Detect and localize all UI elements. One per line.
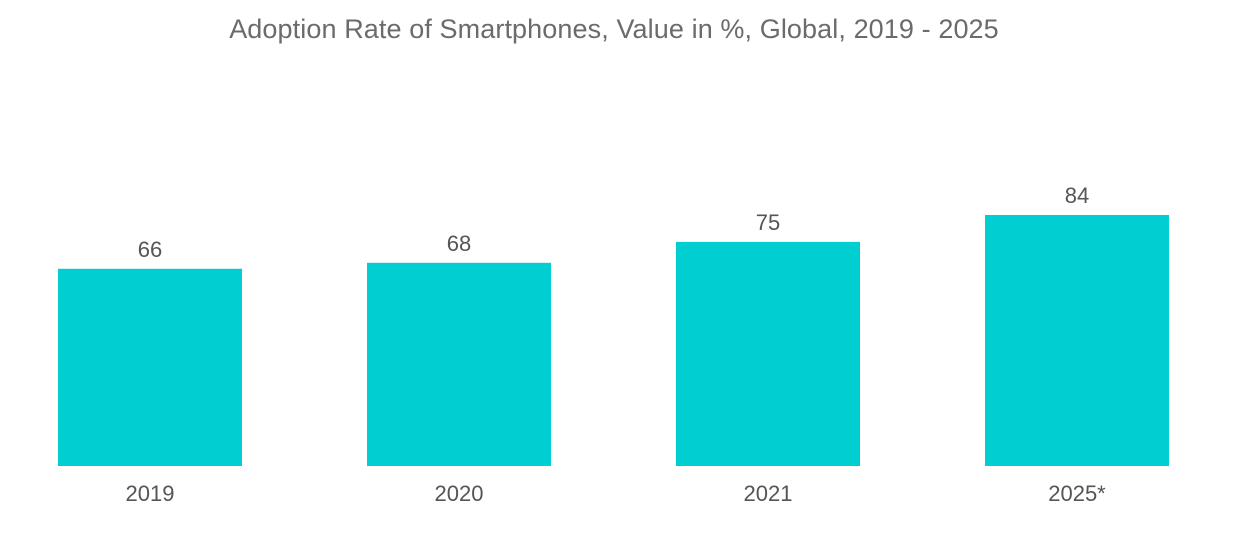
data-label-2025-est: 84 bbox=[1065, 183, 1089, 208]
data-label-2021: 75 bbox=[756, 210, 780, 235]
data-label-2020: 68 bbox=[447, 231, 471, 256]
bar-2021 bbox=[676, 241, 860, 466]
data-label-2019: 66 bbox=[138, 237, 162, 262]
x-tick-label-2021: 2021 bbox=[744, 481, 793, 506]
x-tick-label-2019: 2019 bbox=[126, 481, 175, 506]
x-tick-label-2025-est: 2025* bbox=[1048, 481, 1106, 506]
x-tick-label-2020: 2020 bbox=[435, 481, 484, 506]
bar-2020 bbox=[367, 262, 551, 466]
bar-2019 bbox=[58, 268, 242, 466]
chart-title: Adoption Rate of Smartphones, Value in %… bbox=[229, 14, 999, 44]
bar-2025-est bbox=[985, 215, 1169, 466]
